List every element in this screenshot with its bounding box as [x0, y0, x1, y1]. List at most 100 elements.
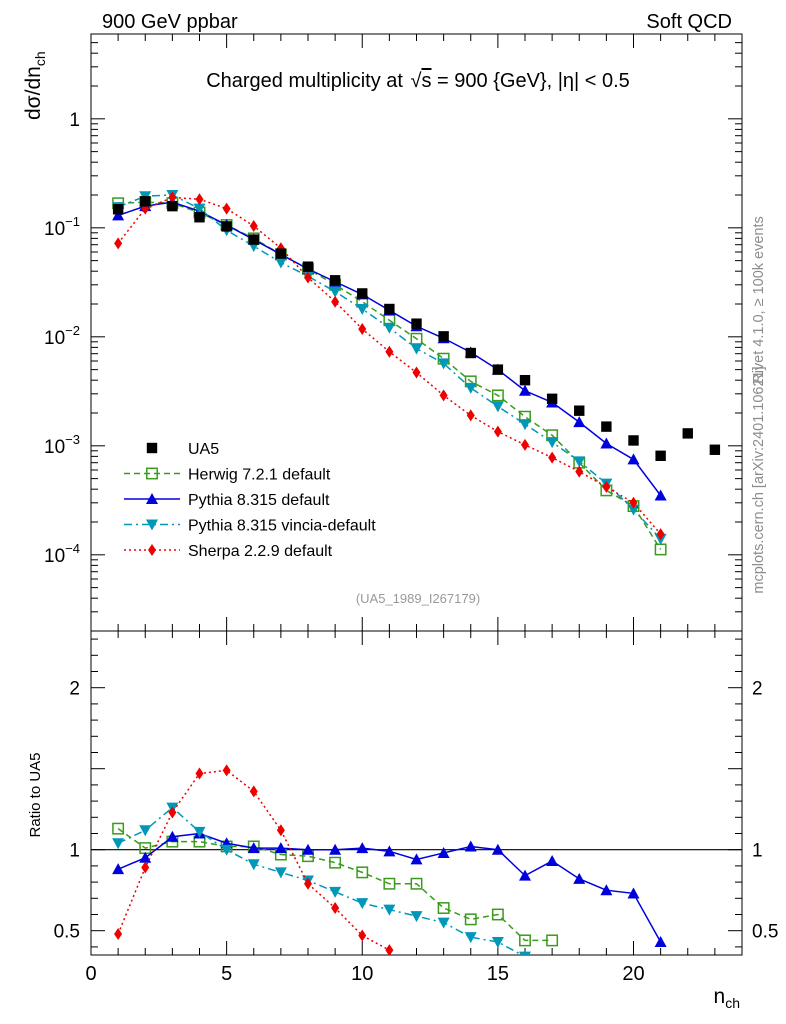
ratio-point	[519, 869, 531, 881]
ratio-point	[410, 911, 423, 923]
legend-label: UA5	[188, 441, 219, 458]
ratio-point	[546, 934, 559, 947]
data-point	[654, 489, 667, 501]
main-y-tick-label: 10−1	[44, 214, 80, 240]
ratio-point	[358, 929, 367, 942]
data-point	[274, 257, 287, 269]
data-point	[248, 234, 259, 245]
ratio-point	[329, 856, 342, 869]
main-x-ticks	[90, 34, 743, 631]
data-point	[383, 322, 396, 334]
data-point	[682, 428, 693, 439]
ratio-point	[304, 877, 312, 890]
ratio-point	[654, 936, 667, 948]
data-point	[437, 358, 450, 370]
data-point	[112, 204, 124, 215]
data-point	[356, 303, 369, 315]
ratio-point	[329, 886, 342, 898]
data-point	[438, 331, 449, 342]
ratio-point	[546, 855, 559, 867]
main-y-axis: 1 10−1 10−2 10−3 10−4	[44, 33, 742, 632]
ratio-point	[168, 806, 177, 819]
main-y-label: dσ/dnch	[22, 51, 48, 120]
ratio-point	[385, 944, 394, 955]
data-point	[519, 419, 531, 431]
data-point	[627, 453, 640, 465]
x-tick-label: 20	[622, 963, 644, 985]
data-point	[464, 382, 477, 394]
ratio-y-tick-label-right: 0.5	[752, 922, 778, 943]
ratio-series-pythia-8-315-vincia-default	[112, 802, 531, 955]
ratio-point	[356, 842, 369, 854]
ratio-point	[112, 863, 125, 875]
data-point	[519, 384, 531, 396]
series-sherpa-2-2-9-default	[114, 191, 665, 541]
ratio-series-sherpa-2-2-9-default	[114, 764, 394, 955]
data-point	[302, 261, 314, 272]
data-point	[655, 450, 666, 461]
main-y-tick-label: 10−3	[44, 432, 80, 458]
ratio-y-tick-label: 2	[69, 679, 80, 700]
ratio-point	[222, 764, 231, 777]
ratio-point	[437, 917, 450, 929]
data-point	[601, 421, 612, 432]
data-point	[439, 389, 448, 402]
ratio-y-tick-label-right: 2	[752, 679, 763, 700]
ratio-point	[627, 887, 640, 899]
series-ua5	[112, 196, 721, 461]
data-point	[465, 347, 476, 359]
data-point	[385, 345, 394, 358]
main-panel-frame	[90, 33, 743, 632]
legend-entry: Pythia 8.315 default	[124, 492, 330, 509]
ratio-y-axis: 0.5 0.5 1 1 2 2	[54, 638, 778, 948]
main-y-tick-label: 1	[69, 110, 80, 131]
legend-label: Pythia 8.315 default	[188, 492, 330, 509]
ratio-point	[410, 877, 423, 890]
ratio-point	[491, 843, 504, 855]
data-point	[357, 288, 368, 299]
data-point	[168, 191, 177, 204]
ratio-point	[464, 913, 477, 926]
ratio-point	[247, 859, 260, 871]
ratio-point	[491, 908, 504, 921]
chart-title: Charged multiplicity at √s = 900 {GeV}, …	[206, 70, 630, 92]
data-point	[521, 438, 529, 451]
data-point	[629, 496, 638, 509]
ratio-point	[356, 898, 369, 910]
main-y-tick-label: 10−2	[44, 323, 80, 349]
data-point	[194, 212, 205, 223]
header-right-label: Soft QCD	[646, 11, 732, 33]
ratio-point	[139, 851, 152, 863]
ratio-y-tick-label: 0.5	[54, 922, 80, 943]
data-point	[193, 203, 206, 215]
data-point	[384, 303, 395, 315]
legend-entry: UA5	[146, 441, 219, 458]
ratio-point	[274, 867, 287, 879]
data-point	[656, 528, 665, 541]
ratio-point	[491, 937, 504, 949]
legend-label: Sherpa 2.2.9 default	[188, 543, 333, 560]
ratio-point	[383, 877, 396, 890]
data-point	[112, 209, 125, 221]
ratio-point	[464, 932, 477, 944]
ratio-series-group	[112, 764, 667, 955]
data-point	[411, 318, 422, 329]
ratio-x-axis: 0 5 10 15 20	[85, 631, 743, 985]
ratio-point	[276, 824, 285, 837]
legend: UA5 Herwig 7.2.1 default Pythia 8.315 defa…	[124, 441, 376, 560]
x-tick-label: 15	[487, 963, 509, 985]
ratio-point	[302, 843, 314, 855]
data-point	[195, 193, 204, 206]
ratio-point	[437, 902, 450, 914]
ratio-y-tick-label-right: 1	[752, 841, 763, 862]
ratio-point	[195, 767, 204, 780]
data-point	[492, 364, 504, 375]
ratio-point	[331, 902, 340, 915]
data-point	[221, 221, 232, 232]
series-line	[117, 194, 662, 540]
ratio-point	[193, 826, 206, 838]
ratio-point	[141, 861, 150, 874]
header-left-label: 900 GeV ppbar	[102, 11, 238, 33]
series-line	[118, 201, 662, 550]
